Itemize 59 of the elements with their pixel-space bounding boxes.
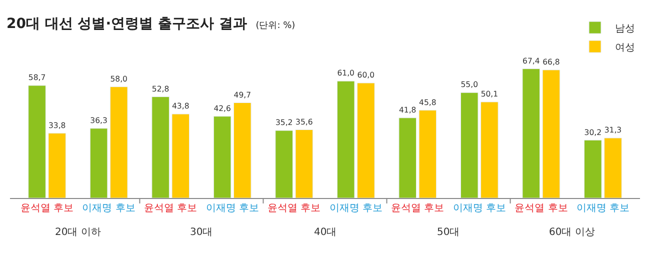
bar xyxy=(460,92,478,198)
text: 40대 xyxy=(314,227,337,238)
data-label: 49,7 xyxy=(234,90,252,100)
data-label: 58,0 xyxy=(110,74,128,84)
data-label: 58,7 xyxy=(28,73,46,82)
bar xyxy=(542,70,560,198)
data-label: 35,6 xyxy=(296,117,313,126)
text: 50대 xyxy=(437,227,460,238)
bar xyxy=(418,110,437,198)
bar xyxy=(480,102,498,198)
bar xyxy=(584,140,602,198)
data-label: 35,2 xyxy=(275,118,293,128)
data-label: 60,0 xyxy=(357,70,375,80)
bar xyxy=(275,130,293,198)
bar xyxy=(233,102,252,198)
text: 60대 이상 xyxy=(549,227,595,238)
data-label: 52,8 xyxy=(152,84,170,94)
bar xyxy=(398,118,417,198)
bar xyxy=(295,130,314,198)
data-label: 61,0 xyxy=(337,68,355,78)
data-label: 50,1 xyxy=(480,90,498,99)
x-tick-label: 윤석열 후보 xyxy=(514,203,568,214)
x-tick-label: 이재명 후보 xyxy=(206,203,259,214)
data-label: 43,8 xyxy=(172,102,190,111)
chart-subtitle: (단위: %) xyxy=(256,21,296,31)
x-tick-label: 윤석열 후보 xyxy=(268,203,321,214)
bar xyxy=(28,85,46,198)
x-tick-label: 윤석열 후보 xyxy=(144,203,198,214)
x-tick-label: 이재명 후보 xyxy=(82,203,136,214)
data-label: 55,0 xyxy=(460,80,478,90)
bar xyxy=(213,116,232,198)
legend-label: 여성 xyxy=(615,42,635,54)
data-label: 42,6 xyxy=(214,104,232,114)
data-label: 67,4 xyxy=(522,56,540,66)
x-tick-label: 이재명 후보 xyxy=(576,203,630,214)
bar xyxy=(172,114,190,198)
data-label: 36,3 xyxy=(90,116,108,126)
bar xyxy=(152,96,170,198)
data-label: 30,2 xyxy=(584,128,602,137)
x-tick-label: 이재명 후보 xyxy=(452,203,506,214)
bar xyxy=(336,80,355,198)
bar xyxy=(357,82,375,198)
data-label: 33,8 xyxy=(48,120,66,130)
data-label: 66,8 xyxy=(542,58,560,67)
bar xyxy=(90,128,108,198)
x-tick-label: 이재명 후보 xyxy=(329,203,382,214)
chart-title: 20대 대선 성별·연령별 출구조사 결과 xyxy=(6,16,247,32)
data-label: 45,8 xyxy=(419,98,436,107)
data-label: 31,3 xyxy=(604,126,622,135)
bar xyxy=(522,68,540,198)
bar xyxy=(110,86,128,198)
data-label: 41,8 xyxy=(398,106,416,115)
bar xyxy=(604,138,622,198)
legend-label: 남성 xyxy=(615,23,635,34)
bar xyxy=(48,132,66,198)
x-tick-label: 윤석열 후보 xyxy=(391,203,444,214)
text: 20대 이하 xyxy=(55,227,101,238)
text: 30대 xyxy=(190,227,213,238)
x-tick-label: 윤석열 후보 xyxy=(20,203,74,214)
